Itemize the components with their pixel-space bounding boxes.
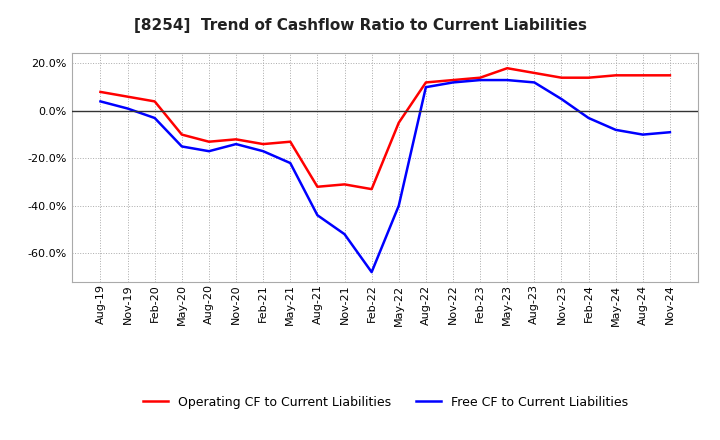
Operating CF to Current Liabilities <box>150 99 159 104</box>
Free CF to Current Liabilities <box>530 80 539 85</box>
Operating CF to Current Liabilities <box>123 94 132 99</box>
Free CF to Current Liabilities <box>259 149 268 154</box>
Free CF to Current Liabilities <box>286 161 294 166</box>
Free CF to Current Liabilities <box>665 130 674 135</box>
Legend: Operating CF to Current Liabilities, Free CF to Current Liabilities: Operating CF to Current Liabilities, Fre… <box>138 391 633 414</box>
Free CF to Current Liabilities <box>313 213 322 218</box>
Free CF to Current Liabilities <box>503 77 511 83</box>
Free CF to Current Liabilities <box>232 141 240 147</box>
Operating CF to Current Liabilities <box>449 77 457 83</box>
Operating CF to Current Liabilities <box>259 141 268 147</box>
Free CF to Current Liabilities <box>611 127 620 132</box>
Operating CF to Current Liabilities <box>557 75 566 81</box>
Free CF to Current Liabilities <box>367 269 376 275</box>
Operating CF to Current Liabilities <box>530 70 539 76</box>
Operating CF to Current Liabilities <box>503 66 511 71</box>
Line: Free CF to Current Liabilities: Free CF to Current Liabilities <box>101 80 670 272</box>
Free CF to Current Liabilities <box>421 84 430 90</box>
Free CF to Current Liabilities <box>557 96 566 102</box>
Free CF to Current Liabilities <box>476 77 485 83</box>
Operating CF to Current Liabilities <box>232 137 240 142</box>
Operating CF to Current Liabilities <box>421 80 430 85</box>
Operating CF to Current Liabilities <box>476 75 485 81</box>
Free CF to Current Liabilities <box>395 203 403 209</box>
Operating CF to Current Liabilities <box>313 184 322 189</box>
Free CF to Current Liabilities <box>178 144 186 149</box>
Free CF to Current Liabilities <box>584 115 593 121</box>
Line: Operating CF to Current Liabilities: Operating CF to Current Liabilities <box>101 68 670 189</box>
Free CF to Current Liabilities <box>341 231 349 237</box>
Free CF to Current Liabilities <box>639 132 647 137</box>
Operating CF to Current Liabilities <box>665 73 674 78</box>
Operating CF to Current Liabilities <box>584 75 593 81</box>
Free CF to Current Liabilities <box>204 149 213 154</box>
Operating CF to Current Liabilities <box>341 182 349 187</box>
Free CF to Current Liabilities <box>96 99 105 104</box>
Operating CF to Current Liabilities <box>639 73 647 78</box>
Text: [8254]  Trend of Cashflow Ratio to Current Liabilities: [8254] Trend of Cashflow Ratio to Curren… <box>133 18 587 33</box>
Free CF to Current Liabilities <box>449 80 457 85</box>
Operating CF to Current Liabilities <box>367 187 376 192</box>
Free CF to Current Liabilities <box>123 106 132 111</box>
Free CF to Current Liabilities <box>150 115 159 121</box>
Operating CF to Current Liabilities <box>96 89 105 95</box>
Operating CF to Current Liabilities <box>178 132 186 137</box>
Operating CF to Current Liabilities <box>611 73 620 78</box>
Operating CF to Current Liabilities <box>286 139 294 144</box>
Operating CF to Current Liabilities <box>204 139 213 144</box>
Operating CF to Current Liabilities <box>395 120 403 125</box>
